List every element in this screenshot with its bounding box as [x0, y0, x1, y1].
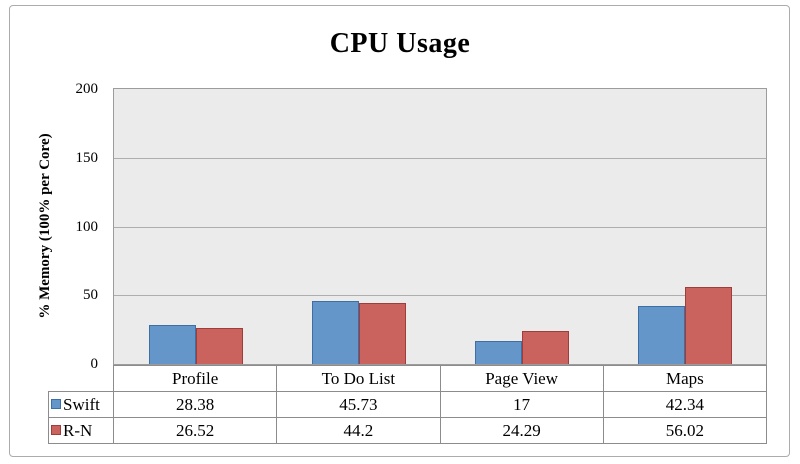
value-row: 28.38 45.73 17 42.34	[114, 392, 766, 417]
legend-swatch-icon	[51, 398, 61, 409]
value-cell: 44.2	[276, 418, 439, 443]
bar-r-n	[685, 287, 732, 364]
bar-r-n	[196, 328, 243, 364]
value-cell: 42.34	[602, 392, 766, 417]
legend-row: Swift	[49, 392, 113, 417]
bar-swift	[149, 325, 196, 364]
bar-swift	[312, 301, 359, 364]
legend-series-name: R-N	[63, 420, 93, 440]
legend-row: R-N	[49, 417, 113, 443]
y-tick-label: 100	[75, 219, 99, 235]
y-tick-label: 200	[75, 81, 99, 97]
legend-swatch-icon	[51, 424, 61, 435]
legend-series-name: Swift	[63, 394, 100, 414]
gridline	[114, 295, 766, 296]
value-cell: 17	[439, 392, 603, 417]
category-label: Maps	[602, 366, 766, 391]
gridline	[114, 227, 766, 228]
value-cell: 45.73	[276, 392, 439, 417]
plot-area	[113, 88, 767, 365]
value-cell: 56.02	[602, 418, 766, 443]
data-value-table: 28.38 45.73 17 42.34 26.52 44.2 24.29 56.02	[113, 391, 767, 444]
bar-r-n	[359, 303, 406, 364]
y-tick-label: 50	[83, 287, 98, 303]
value-cell: 28.38	[176, 394, 215, 414]
category-header-row: Profile To Do List Page View Maps	[113, 365, 767, 392]
y-tick-label: 150	[75, 150, 99, 166]
value-row: 26.52 44.2 24.29 56.02	[114, 417, 766, 443]
category-label: To Do List	[276, 366, 439, 391]
value-cell: 24.29	[439, 418, 603, 443]
bar-swift	[475, 341, 522, 364]
bar-swift	[638, 306, 685, 364]
category-label: Page View	[439, 366, 603, 391]
bar-r-n	[522, 331, 569, 364]
category-label: Profile	[171, 368, 219, 388]
chart-title: CPU Usage	[329, 28, 471, 59]
legend-column: Swift R-N	[48, 391, 114, 444]
y-tick-label: 0	[90, 356, 99, 372]
gridline	[114, 158, 766, 159]
value-cell: 26.52	[176, 420, 215, 440]
